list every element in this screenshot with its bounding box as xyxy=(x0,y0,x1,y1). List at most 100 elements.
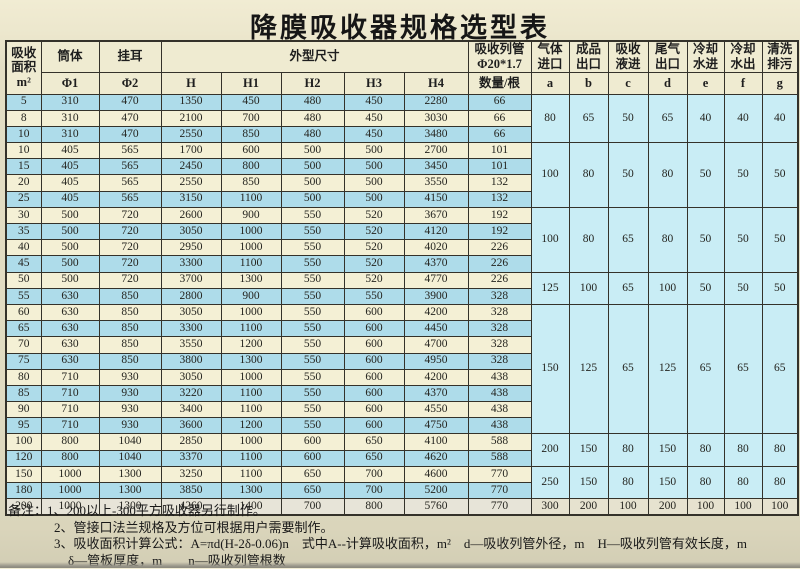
cell-h2: 650 xyxy=(281,483,344,499)
cell-port-g: 80 xyxy=(762,434,798,466)
cell-h1: 1100 xyxy=(221,321,281,337)
cell-qty: 328 xyxy=(468,304,531,320)
cell-h: 3050 xyxy=(161,369,221,385)
cell-h3: 500 xyxy=(344,191,404,207)
cell-h3: 500 xyxy=(344,143,404,159)
cell-qty: 588 xyxy=(468,450,531,466)
header-tube-count: 数量/根 xyxy=(468,72,531,94)
cell-phi2: 565 xyxy=(99,191,161,207)
cell-h2: 500 xyxy=(281,175,344,191)
cell-h3: 600 xyxy=(344,321,404,337)
cell-h4: 4700 xyxy=(404,337,468,353)
cell-phi2: 565 xyxy=(99,175,161,191)
cell-phi1: 630 xyxy=(41,321,99,337)
cell-phi1: 1000 xyxy=(41,466,99,482)
cell-port-e: 50 xyxy=(687,207,724,272)
header-outer-dimensions: 外型尺寸 xyxy=(161,41,468,72)
cell-port-e: 50 xyxy=(687,143,724,208)
cell-h1: 1000 xyxy=(221,369,281,385)
cell-phi1: 630 xyxy=(41,304,99,320)
note-line: 3、吸收面积计算公式：A=πd(H-2δ-0.06)n 式中A--计算吸收面积，… xyxy=(54,536,798,553)
cell-qty: 438 xyxy=(468,369,531,385)
cell-port-g: 50 xyxy=(762,143,798,208)
cell-phi2: 720 xyxy=(99,207,161,223)
cell-phi1: 310 xyxy=(41,126,99,142)
cell-area: 20 xyxy=(6,175,41,191)
cell-qty: 770 xyxy=(468,466,531,482)
cell-port-f: 40 xyxy=(724,94,762,143)
cell-port-d: 80 xyxy=(648,207,687,272)
cell-phi1: 310 xyxy=(41,110,99,126)
cell-h1: 1000 xyxy=(221,240,281,256)
header-flush-drain: 清洗 排污 xyxy=(762,41,798,72)
cell-port-a: 100 xyxy=(531,143,569,208)
cell-h4: 2700 xyxy=(404,143,468,159)
cell-port-b: 125 xyxy=(569,304,608,434)
cell-phi2: 565 xyxy=(99,143,161,159)
cell-phi1: 500 xyxy=(41,224,99,240)
cell-area: 5 xyxy=(6,94,41,110)
cell-h4: 4620 xyxy=(404,450,468,466)
cell-phi2: 1300 xyxy=(99,483,161,499)
cell-h1: 1100 xyxy=(221,466,281,482)
cell-h3: 600 xyxy=(344,418,404,434)
header-gas-inlet: 气体 进口 xyxy=(531,41,569,72)
cell-h: 3400 xyxy=(161,402,221,418)
header-h3: H3 xyxy=(344,72,404,94)
cell-qty: 132 xyxy=(468,191,531,207)
cell-phi1: 630 xyxy=(41,288,99,304)
header-absorbent-inlet: 吸收 液进 xyxy=(608,41,648,72)
cell-h4: 3480 xyxy=(404,126,468,142)
cell-phi1: 310 xyxy=(41,94,99,110)
cell-area: 40 xyxy=(6,240,41,256)
cell-h2: 550 xyxy=(281,402,344,418)
header-port-d: d xyxy=(648,72,687,94)
cell-qty: 101 xyxy=(468,159,531,175)
cell-h: 1700 xyxy=(161,143,221,159)
cell-h: 3050 xyxy=(161,304,221,320)
cell-qty: 226 xyxy=(468,272,531,288)
header-h4: H4 xyxy=(404,72,468,94)
cell-h3: 520 xyxy=(344,256,404,272)
cell-qty: 192 xyxy=(468,224,531,240)
cell-area: 120 xyxy=(6,450,41,466)
cell-h3: 520 xyxy=(344,207,404,223)
cell-area: 90 xyxy=(6,402,41,418)
cell-h4: 3550 xyxy=(404,175,468,191)
cell-h4: 4200 xyxy=(404,369,468,385)
header-product-outlet: 成品 出口 xyxy=(569,41,608,72)
cell-h: 3050 xyxy=(161,224,221,240)
cell-h4: 4370 xyxy=(404,256,468,272)
cell-phi1: 405 xyxy=(41,175,99,191)
cell-qty: 226 xyxy=(468,256,531,272)
cell-h: 2450 xyxy=(161,159,221,175)
cell-h1: 800 xyxy=(221,159,281,175)
cell-qty: 328 xyxy=(468,288,531,304)
cell-phi1: 405 xyxy=(41,159,99,175)
header-port-a: a xyxy=(531,72,569,94)
cell-h: 2800 xyxy=(161,288,221,304)
header-absorption-tubes: 吸收列管 Φ20*1.7 xyxy=(468,41,531,72)
cell-phi1: 710 xyxy=(41,385,99,401)
cell-phi2: 850 xyxy=(99,304,161,320)
cell-h3: 600 xyxy=(344,304,404,320)
cell-h1: 700 xyxy=(221,110,281,126)
cell-port-c: 50 xyxy=(608,143,648,208)
cell-h2: 650 xyxy=(281,466,344,482)
cell-h4: 4600 xyxy=(404,466,468,482)
cell-h4: 4750 xyxy=(404,418,468,434)
cell-phi2: 930 xyxy=(99,369,161,385)
cell-h1: 1000 xyxy=(221,224,281,240)
cell-h4: 4120 xyxy=(404,224,468,240)
cell-port-a: 100 xyxy=(531,207,569,272)
cell-h1: 900 xyxy=(221,288,281,304)
cell-phi2: 1300 xyxy=(99,466,161,482)
cell-qty: 66 xyxy=(468,110,531,126)
cell-qty: 328 xyxy=(468,337,531,353)
cell-qty: 226 xyxy=(468,240,531,256)
cell-h1: 850 xyxy=(221,126,281,142)
cell-port-c: 80 xyxy=(608,466,648,498)
